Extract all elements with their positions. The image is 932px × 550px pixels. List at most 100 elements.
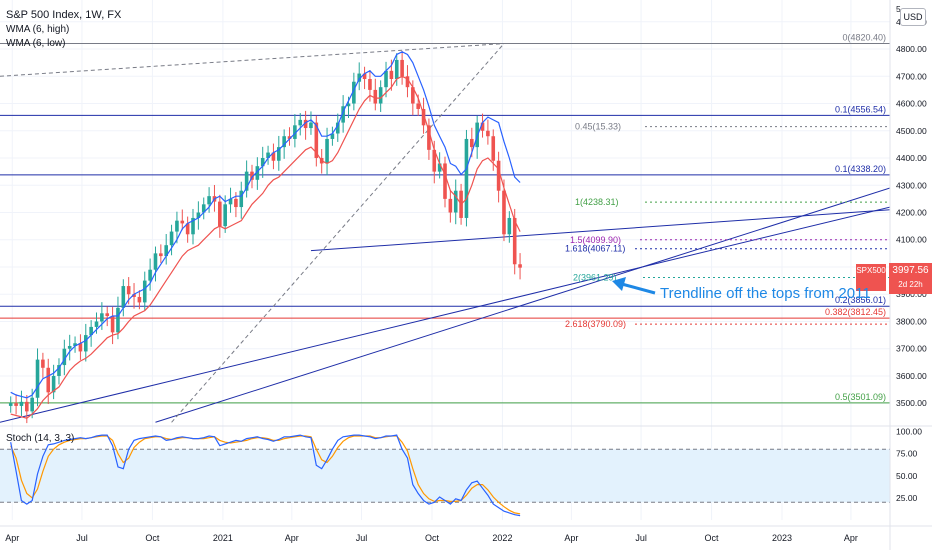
last-price-value: 3997.56 xyxy=(892,265,929,276)
candle-body-20 xyxy=(116,307,120,333)
fib-extension-labels: 0.45(15.33) 1(4238.31) 1.5(4099.90)1.618(4… xyxy=(565,122,890,329)
price-tick-10: 3900.00 xyxy=(896,289,927,299)
candle-body-50 xyxy=(276,147,281,161)
level-label-5: 0.5(3501.09) xyxy=(835,392,886,402)
candle-body-3 xyxy=(25,401,29,412)
candle-body-72 xyxy=(394,59,399,80)
candle-body-16 xyxy=(94,321,99,327)
level-label-0: 0(4820.40) xyxy=(842,32,886,42)
candle-body-85 xyxy=(464,138,469,218)
candle-body-86 xyxy=(470,138,474,148)
stochastic-pane: 100.00 75.00 50.00 25.00 xyxy=(0,425,932,517)
candlesticks xyxy=(8,50,522,424)
candle-body-11 xyxy=(67,345,72,349)
stoch-k-line xyxy=(10,434,521,517)
stoch-band xyxy=(0,449,890,503)
trendline-0 xyxy=(0,206,891,423)
candle-body-80 xyxy=(437,163,442,172)
price-tick-4: 4500.00 xyxy=(896,126,927,136)
candle-body-9 xyxy=(57,365,61,376)
candle-body-92 xyxy=(502,190,506,235)
stoch-tick-0: 100.00 xyxy=(896,427,922,437)
candle-body-90 xyxy=(491,136,496,161)
candle-body-37 xyxy=(207,196,211,205)
candle-body-59 xyxy=(325,138,329,164)
candle-body-39 xyxy=(218,201,222,227)
wma-lines xyxy=(10,51,521,419)
candle-body-81 xyxy=(443,163,447,199)
time-axis[interactable]: Apr Jul Oct 2021 Apr Jul Oct 2022 Apr Jul Oct 2023 A… xyxy=(0,525,932,543)
candle-body-5 xyxy=(35,359,40,398)
candle-body-67 xyxy=(368,79,372,90)
candle-body-21 xyxy=(121,286,126,308)
price-tick-7: 4200.00 xyxy=(896,208,927,218)
candle-body-1 xyxy=(14,403,18,406)
candle-body-68 xyxy=(373,89,378,104)
last-price-tag: 3997.56 2d 22h xyxy=(889,263,932,294)
time-tick-4: Apr xyxy=(285,533,299,543)
price-tick-12: 3700.00 xyxy=(896,344,927,354)
fib-label-3: 1.618(4067.11) xyxy=(565,244,625,254)
candle-body-64 xyxy=(352,81,356,104)
price-tick-2: 4700.00 xyxy=(896,71,927,81)
time-tick-11: 2023 xyxy=(772,533,792,543)
currency-label: USD xyxy=(903,12,923,22)
candle-body-28 xyxy=(159,253,163,257)
candle-body-8 xyxy=(51,375,56,393)
candle-body-10 xyxy=(62,348,67,366)
level-label-1: 0.1(4556.54) xyxy=(835,104,886,114)
time-tick-1: Jul xyxy=(76,533,88,543)
stoch-legend[interactable]: Stoch (14, 3, 3) xyxy=(6,433,75,444)
candle-body-61 xyxy=(335,122,340,134)
candle-body-4 xyxy=(30,397,34,412)
candle-body-65 xyxy=(357,73,362,82)
time-tick-7: 2022 xyxy=(492,533,512,543)
time-tick-9: Jul xyxy=(635,533,647,543)
candle-body-15 xyxy=(89,326,93,336)
candle-body-2 xyxy=(19,401,24,406)
candle-body-48 xyxy=(266,152,270,159)
candle-body-78 xyxy=(427,125,431,150)
level-label-4: 0.382(3812.45) xyxy=(825,307,886,317)
price-tick-11: 3800.00 xyxy=(896,316,927,326)
candle-body-79 xyxy=(432,149,437,172)
currency-button[interactable]: USD xyxy=(900,8,926,26)
candle-body-34 xyxy=(191,217,195,235)
candle-body-30 xyxy=(169,231,174,246)
candle-body-62 xyxy=(341,106,345,123)
arrow-head xyxy=(612,277,626,291)
candle-body-66 xyxy=(362,73,367,80)
candle-body-14 xyxy=(83,335,88,352)
fib-label-1: 1(4238.31) xyxy=(575,197,619,207)
candle-body-18 xyxy=(105,313,110,317)
candle-body-69 xyxy=(378,87,383,104)
level-label-3: 0.2(3856.01) xyxy=(835,295,886,305)
candle-body-17 xyxy=(100,313,104,322)
level-label-2: 0.1(4338.20) xyxy=(835,164,886,174)
price-tick-3: 4600.00 xyxy=(896,99,927,109)
wma-high-legend[interactable]: WMA (6, high) xyxy=(6,24,70,35)
fib-label-4: 2(3961.29) xyxy=(573,273,617,283)
trendline-annotation: Trendline off the tops from 2011 xyxy=(660,285,871,302)
wma-low-legend[interactable]: WMA (6, low) xyxy=(6,38,66,49)
price-tick-top: 5 xyxy=(896,4,901,14)
candle-body-51 xyxy=(282,136,286,148)
candle-body-57 xyxy=(314,122,319,159)
dashed-fib-diagonal xyxy=(171,43,505,423)
candle-body-55 xyxy=(303,119,308,129)
candle-body-26 xyxy=(148,269,152,281)
chart-title: S&P 500 Index, 1W, FX xyxy=(6,9,122,21)
candle-body-74 xyxy=(405,76,410,88)
candle-body-32 xyxy=(180,220,185,224)
candle-body-44 xyxy=(244,171,249,191)
candle-body-71 xyxy=(389,70,394,80)
candle-body-25 xyxy=(142,280,147,303)
candle-body-76 xyxy=(416,103,420,109)
fib-label-2: 1.5(4099.90) xyxy=(570,235,621,245)
trendlines xyxy=(0,43,891,423)
horizontal-levels: 0(4820.40) 0.1(4556.54) 0.1(4338.20) 0.2(38… xyxy=(0,32,890,404)
stoch-tick-3: 25.00 xyxy=(896,493,918,503)
candle-body-53 xyxy=(293,125,297,139)
symbol-badge: SPX500 xyxy=(856,264,886,291)
